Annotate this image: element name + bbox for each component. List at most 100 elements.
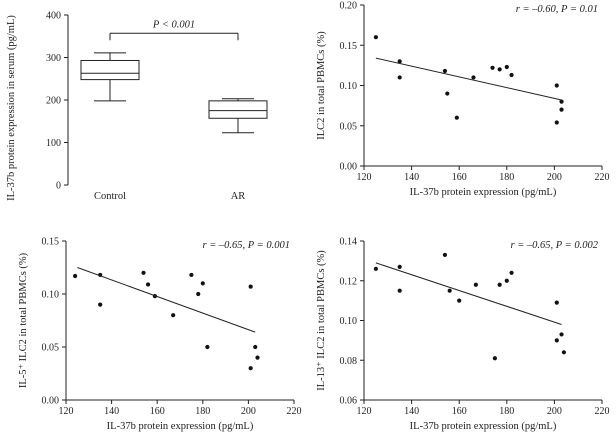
panel-d-x-tick-label: 160 bbox=[452, 406, 467, 417]
panel-d-data-point bbox=[397, 288, 402, 293]
panel-d-data-point bbox=[373, 266, 378, 271]
panel-d-data-point bbox=[447, 288, 452, 293]
panel-b-data-point bbox=[471, 75, 476, 80]
panel-b-data-point bbox=[504, 64, 509, 70]
panel-b-y-axis-label: ILC2 in total PBMCs (%) bbox=[316, 31, 327, 140]
panel-a-iqr-box bbox=[80, 59, 140, 81]
panel-b-data-point bbox=[497, 67, 502, 72]
panel-b-x-tick-label: 200 bbox=[547, 172, 562, 183]
panel-c-x-axis-label: IL-37b protein expression (pg/mL) bbox=[107, 421, 254, 432]
panel-c-x-tick-label: 180 bbox=[195, 406, 210, 417]
panel-a-box-control bbox=[80, 52, 140, 102]
panel-a-p-value-label: P < 0.001 bbox=[152, 19, 195, 30]
panel-c-data-point bbox=[171, 313, 176, 318]
panel-b-y-tick-label: 0.05 bbox=[340, 121, 358, 132]
panel-d-data-point bbox=[504, 278, 509, 283]
panel-b-y-tick-label: 0.20 bbox=[340, 1, 358, 12]
panel-a-iqr-box bbox=[208, 100, 268, 119]
panel-c-y-tick-label: 0.10 bbox=[42, 290, 60, 301]
panel-d-data-point bbox=[457, 298, 462, 303]
panel-c-data-point bbox=[98, 302, 103, 307]
panel-b-data-point bbox=[509, 72, 514, 78]
panel-d-data-point bbox=[492, 356, 497, 361]
panel-d-y-axis-label: IL-13⁺ ILC2 in total PBMCs (%) bbox=[316, 250, 327, 391]
panel-b-x-tick-label: 120 bbox=[357, 172, 372, 183]
panel-b-data-point bbox=[554, 120, 559, 125]
panel-d-regression-line bbox=[375, 262, 562, 325]
panel-d-x-tick-label: 180 bbox=[499, 406, 514, 417]
panel-d-correlation-annotation: r = –0.65, P = 0.002 bbox=[511, 240, 599, 251]
panel-b-scatter: ILC2 in total PBMCs (%) IL-37b protein e… bbox=[316, 1, 610, 199]
panel-d-x-tick-label: 220 bbox=[595, 406, 610, 417]
panel-d-data-point bbox=[561, 350, 567, 355]
panel-d-data-point bbox=[509, 270, 514, 275]
panel-c-data-point bbox=[253, 344, 258, 350]
panel-b-x-tick-label: 140 bbox=[404, 172, 419, 183]
panel-b-data-point bbox=[559, 107, 564, 112]
panel-a-y-tick-label: 300 bbox=[46, 53, 61, 64]
panel-a-box-ar bbox=[208, 98, 268, 134]
panel-d-x-tick-label: 200 bbox=[547, 406, 562, 417]
panel-c-data-point bbox=[205, 344, 210, 350]
panel-b-data-point bbox=[445, 91, 450, 96]
panel-a-y-axis-label: IL-37b protein expression in serum (pg/m… bbox=[6, 15, 17, 201]
panel-b-data-point bbox=[373, 35, 378, 40]
panel-b-x-tick-label: 180 bbox=[499, 172, 514, 183]
panel-c-data-point bbox=[248, 366, 253, 371]
panel-c-y-tick-label: 0.00 bbox=[42, 396, 60, 407]
panel-c-x-tick-label: 140 bbox=[104, 406, 119, 417]
panel-b-y-tick-label: 0.10 bbox=[340, 81, 358, 92]
panel-d-y-tick-label: 0.08 bbox=[340, 356, 358, 367]
panel-a-box-plot: IL-37b protein expression in serum (pg/m… bbox=[6, 11, 268, 202]
panel-c-regression-line bbox=[77, 267, 256, 333]
panel-d-data-point bbox=[497, 282, 502, 287]
panel-b-data-point bbox=[454, 115, 459, 120]
panel-c-data-point bbox=[196, 291, 201, 297]
panel-c-data-point bbox=[141, 270, 146, 275]
panel-c-data-point bbox=[145, 282, 151, 287]
panel-c-x-tick-label: 220 bbox=[287, 406, 302, 417]
panel-a-category-label: AR bbox=[231, 191, 246, 202]
panel-c-scatter: IL-5⁺ ILC2 in total PBMCs (%) IL-37b pro… bbox=[18, 237, 302, 433]
panel-c-data-point bbox=[73, 273, 78, 279]
panel-c-data-point bbox=[200, 281, 205, 286]
panel-d-y-tick-label: 0.14 bbox=[340, 237, 358, 248]
panel-c-y-tick-label: 0.05 bbox=[42, 343, 60, 354]
panel-d-data-point bbox=[554, 338, 559, 343]
panel-c-y-tick-label: 0.15 bbox=[42, 237, 60, 248]
panel-c-x-tick-label: 160 bbox=[150, 406, 165, 417]
panel-a-category-label: Control bbox=[94, 191, 126, 202]
panel-c-data-point bbox=[248, 284, 253, 289]
panel-b-regression-line bbox=[375, 57, 562, 101]
panel-d-scatter: IL-13⁺ ILC2 in total PBMCs (%) IL-37b pr… bbox=[316, 237, 610, 433]
panel-a-y-tick-label: 0 bbox=[56, 181, 61, 192]
panel-b-x-tick-label: 160 bbox=[452, 172, 467, 183]
panel-b-x-tick-label: 220 bbox=[595, 172, 610, 183]
panel-d-x-tick-label: 140 bbox=[404, 406, 419, 417]
panel-b-data-point bbox=[397, 59, 402, 64]
panel-b-data-point bbox=[397, 75, 402, 80]
panel-d-data-point bbox=[442, 252, 448, 258]
panel-b-data-point bbox=[554, 83, 559, 88]
panel-b-data-point bbox=[442, 68, 448, 74]
panel-b-y-tick-label: 0.00 bbox=[340, 162, 358, 173]
panel-a-y-tick-label: 100 bbox=[46, 138, 61, 149]
panel-a-y-tick-label: 400 bbox=[46, 11, 61, 22]
panel-d-x-tick-label: 120 bbox=[357, 406, 372, 417]
panel-d-x-axis-label: IL-37b protein expression (pg/mL) bbox=[410, 421, 557, 432]
panel-c-x-tick-label: 120 bbox=[59, 406, 74, 417]
panel-d-y-tick-label: 0.10 bbox=[340, 316, 358, 327]
panel-d-data-point bbox=[473, 282, 478, 287]
panel-d-data-point bbox=[559, 332, 564, 337]
panel-b-y-tick-label: 0.15 bbox=[340, 41, 358, 52]
panel-b-correlation-annotation: r = –0.60, P = 0.01 bbox=[516, 4, 598, 15]
panel-d-data-point bbox=[397, 264, 402, 269]
panel-b-x-axis-label: IL-37b protein expression (pg/mL) bbox=[410, 187, 557, 198]
panel-c-x-tick-label: 200 bbox=[241, 406, 256, 417]
panel-d-data-point bbox=[554, 300, 559, 305]
panel-c-data-point bbox=[189, 272, 194, 278]
panel-d-y-tick-label: 0.06 bbox=[340, 396, 358, 407]
panel-b-data-point bbox=[490, 65, 495, 70]
panel-d-y-tick-label: 0.12 bbox=[340, 276, 358, 287]
